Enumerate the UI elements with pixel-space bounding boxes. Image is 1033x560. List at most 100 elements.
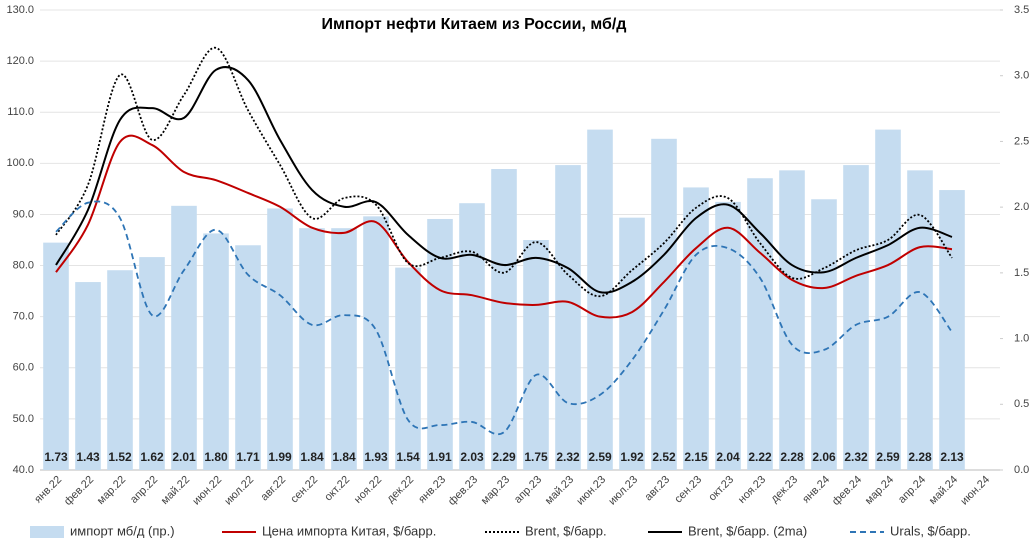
x-tick-label: июн.24 <box>958 474 992 508</box>
bar <box>523 240 549 470</box>
line <box>55 46 953 298</box>
data-label: 2.32 <box>844 450 868 464</box>
x-tick-label: сен.22 <box>288 474 320 506</box>
x-tick-label: янв.23 <box>416 474 448 506</box>
data-label: 1.92 <box>620 450 644 464</box>
line <box>55 66 953 294</box>
y-tick-label: 60.0 <box>13 362 34 374</box>
bar <box>75 282 101 470</box>
data-label: 1.71 <box>236 450 260 464</box>
chart-title: Импорт нефти Китаем из России, мб/д <box>322 16 627 33</box>
line <box>55 200 953 435</box>
x-tick-label: май.24 <box>927 474 960 507</box>
data-label: 1.99 <box>268 450 292 464</box>
x-tick-label: сен.23 <box>672 474 704 506</box>
y-tick-label: 70.0 <box>13 311 34 323</box>
data-label: 2.32 <box>556 450 580 464</box>
y2-tick-label: 2.0 <box>1014 201 1029 213</box>
x-tick-label: ноя.23 <box>736 474 768 506</box>
x-tick-label: авг.22 <box>259 474 289 504</box>
x-tick-label: апр.22 <box>128 474 160 506</box>
x-tick-label: янв.24 <box>800 474 832 506</box>
bar <box>683 187 709 470</box>
x-tick-label: апр.24 <box>896 474 928 506</box>
y2-tick-label: 0.5 <box>1014 398 1029 410</box>
bar <box>203 233 229 470</box>
data-label: 2.06 <box>812 450 836 464</box>
data-label: 1.91 <box>428 450 452 464</box>
bar <box>331 228 357 470</box>
bar <box>939 190 965 471</box>
data-label: 2.22 <box>748 450 772 464</box>
x-tick-label: окт.22 <box>322 474 352 504</box>
bar <box>43 242 69 470</box>
x-tick-label: мар.22 <box>95 474 128 507</box>
bar <box>875 129 901 470</box>
x-tick-label: июн.22 <box>190 474 224 508</box>
bar <box>715 201 741 470</box>
data-label: 1.93 <box>364 450 388 464</box>
data-label: 2.28 <box>780 450 804 464</box>
x-tick-label: июн.23 <box>574 474 608 508</box>
data-label: 2.15 <box>684 450 708 464</box>
legend-label: Brent, $/барр. <box>525 523 607 538</box>
data-label: 1.52 <box>108 450 132 464</box>
data-label: 2.59 <box>876 450 900 464</box>
y2-tick-label: 1.0 <box>1014 332 1029 344</box>
data-label: 1.84 <box>332 450 356 464</box>
x-tick-label: июл.22 <box>222 474 256 508</box>
bar <box>491 169 517 470</box>
x-tick-label: мар.24 <box>863 474 896 507</box>
legend-label: Urals, $/барр. <box>890 523 971 538</box>
data-label: 2.59 <box>588 450 612 464</box>
legend-label: Цена импорта Китая, $/барр. <box>262 523 436 538</box>
data-label: 1.54 <box>396 450 420 464</box>
data-label: 2.28 <box>908 450 932 464</box>
data-label: 2.13 <box>940 450 964 464</box>
y-tick-label: 50.0 <box>13 413 34 425</box>
data-label: 1.73 <box>44 450 68 464</box>
x-tick-label: фев.22 <box>62 474 96 508</box>
bar <box>779 170 805 471</box>
bar <box>651 138 677 471</box>
data-label: 1.75 <box>524 450 548 464</box>
bar <box>299 228 325 470</box>
data-label: 2.29 <box>492 450 516 464</box>
x-tick-label: окт.23 <box>706 474 736 504</box>
y2-tick-label: 3.5 <box>1014 4 1029 16</box>
data-label: 1.80 <box>204 450 228 464</box>
y-tick-label: 90.0 <box>13 208 34 220</box>
y-tick-label: 40.0 <box>13 464 34 476</box>
bar <box>235 245 261 470</box>
x-tick-label: мар.23 <box>479 474 512 507</box>
y-tick-label: 80.0 <box>13 259 34 271</box>
data-label: 1.62 <box>140 450 164 464</box>
bar <box>139 257 165 470</box>
data-label: 1.84 <box>300 450 324 464</box>
x-tick-label: авг.23 <box>643 474 673 504</box>
bar <box>747 178 773 470</box>
x-tick-label: июл.23 <box>606 474 640 508</box>
bar <box>363 216 389 470</box>
data-label: 2.52 <box>652 450 676 464</box>
bar <box>811 199 837 470</box>
x-tick-label: май.22 <box>159 474 192 507</box>
bar <box>395 267 421 470</box>
bar <box>619 217 645 470</box>
y-tick-label: 120.0 <box>6 55 34 67</box>
bar <box>427 218 453 470</box>
y-tick-label: 110.0 <box>7 106 34 118</box>
y2-tick-label: 3.0 <box>1014 70 1029 82</box>
x-tick-label: ноя.22 <box>352 474 384 506</box>
bar <box>587 129 613 470</box>
bar <box>555 165 581 471</box>
y2-tick-label: 0.0 <box>1014 464 1029 476</box>
y2-tick-label: 2.5 <box>1014 135 1029 147</box>
data-label: 2.04 <box>716 450 740 464</box>
x-tick-label: апр.23 <box>512 474 544 506</box>
x-tick-label: янв.22 <box>32 474 64 506</box>
y-tick-label: 130.0 <box>6 4 34 16</box>
y2-tick-label: 1.5 <box>1014 267 1029 279</box>
legend-swatch <box>30 526 64 538</box>
y-tick-label: 100.0 <box>6 157 34 169</box>
